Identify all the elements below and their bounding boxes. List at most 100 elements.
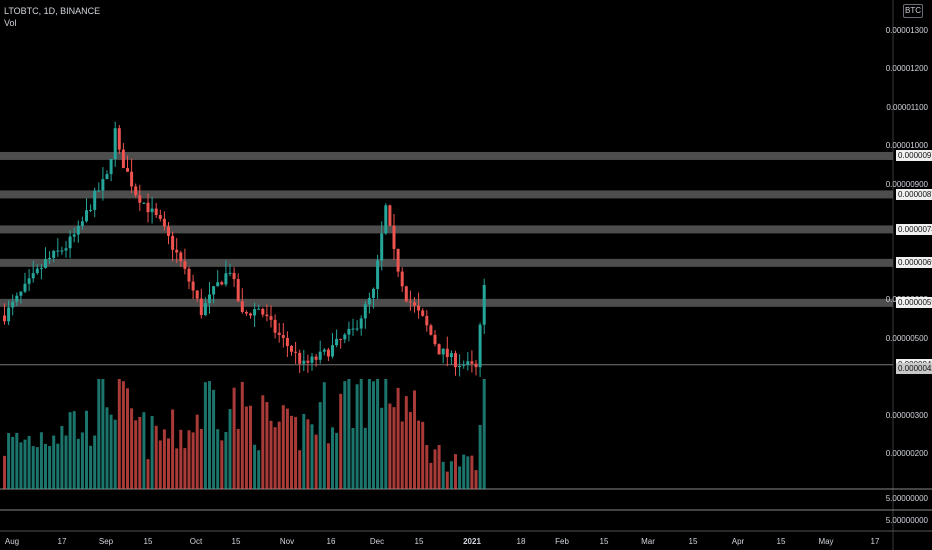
candle[interactable] xyxy=(195,290,199,302)
candle[interactable] xyxy=(203,297,207,316)
candle[interactable] xyxy=(343,332,347,344)
candle[interactable] xyxy=(441,348,445,364)
candle[interactable] xyxy=(470,350,474,373)
candle[interactable] xyxy=(478,322,482,377)
candle[interactable] xyxy=(326,347,330,362)
candle[interactable] xyxy=(466,352,470,371)
candle[interactable] xyxy=(85,198,88,223)
candle[interactable] xyxy=(388,204,392,227)
candle[interactable] xyxy=(249,312,252,319)
candle[interactable] xyxy=(417,292,421,319)
candle[interactable] xyxy=(171,231,175,262)
support-resistance-zone[interactable] xyxy=(0,258,893,267)
candle[interactable] xyxy=(154,202,158,218)
candle[interactable] xyxy=(191,274,195,300)
candle[interactable] xyxy=(109,158,113,182)
volume-indicator-label[interactable]: Vol xyxy=(4,18,17,28)
candle[interactable] xyxy=(224,260,228,287)
candle[interactable] xyxy=(285,331,289,358)
candle[interactable] xyxy=(310,352,314,371)
candle[interactable] xyxy=(19,290,23,304)
candle[interactable] xyxy=(318,340,322,364)
candle[interactable] xyxy=(408,290,412,311)
candle[interactable] xyxy=(150,196,154,224)
candle[interactable] xyxy=(187,266,191,290)
candle[interactable] xyxy=(449,350,453,365)
candle[interactable] xyxy=(474,359,478,376)
candle[interactable] xyxy=(269,305,273,328)
candle[interactable] xyxy=(60,246,64,255)
candle[interactable] xyxy=(376,254,380,299)
support-resistance-zone[interactable] xyxy=(0,151,893,160)
candle[interactable] xyxy=(216,270,220,287)
candle[interactable] xyxy=(35,264,39,275)
candle[interactable] xyxy=(396,248,400,278)
candle[interactable] xyxy=(281,323,285,348)
candle[interactable] xyxy=(253,302,257,327)
candle[interactable] xyxy=(179,250,183,268)
candle[interactable] xyxy=(314,354,318,367)
candle[interactable] xyxy=(331,333,334,359)
candle[interactable] xyxy=(454,350,457,376)
candle[interactable] xyxy=(298,349,302,373)
candle[interactable] xyxy=(244,310,248,316)
candle[interactable] xyxy=(167,221,170,245)
candle[interactable] xyxy=(413,297,416,313)
candle[interactable] xyxy=(359,315,363,336)
candle[interactable] xyxy=(437,343,441,355)
candle[interactable] xyxy=(392,213,396,260)
candle[interactable] xyxy=(183,248,187,275)
candle[interactable] xyxy=(72,227,76,243)
candle[interactable] xyxy=(232,267,236,287)
candle[interactable] xyxy=(458,354,462,377)
candle[interactable] xyxy=(39,263,43,280)
candle[interactable] xyxy=(162,211,166,231)
candle[interactable] xyxy=(294,341,298,364)
support-resistance-zone[interactable] xyxy=(0,190,893,199)
candle[interactable] xyxy=(277,322,281,343)
candle[interactable] xyxy=(482,278,486,334)
candle[interactable] xyxy=(355,320,359,332)
candle[interactable] xyxy=(265,304,269,322)
candle[interactable] xyxy=(11,294,15,316)
candle[interactable] xyxy=(363,301,367,329)
candle[interactable] xyxy=(126,155,129,172)
currency-button[interactable]: BTC xyxy=(903,4,923,18)
candle[interactable] xyxy=(7,300,11,326)
candle[interactable] xyxy=(101,167,105,201)
candle[interactable] xyxy=(52,250,56,263)
candle[interactable] xyxy=(3,303,6,325)
candle[interactable] xyxy=(23,272,27,294)
candle[interactable] xyxy=(89,204,93,213)
candle[interactable] xyxy=(421,308,425,317)
candle[interactable] xyxy=(15,292,19,307)
candle[interactable] xyxy=(130,158,134,193)
candle[interactable] xyxy=(93,187,97,218)
candle[interactable] xyxy=(228,263,232,277)
candle[interactable] xyxy=(290,344,293,356)
candle[interactable] xyxy=(380,221,384,271)
candle[interactable] xyxy=(273,314,277,339)
candle[interactable] xyxy=(117,125,121,154)
candle[interactable] xyxy=(31,260,35,283)
candle[interactable] xyxy=(68,230,72,259)
candle[interactable] xyxy=(138,184,142,211)
candle[interactable] xyxy=(322,348,326,356)
candle[interactable] xyxy=(76,220,80,243)
candle[interactable] xyxy=(429,323,433,336)
candle[interactable] xyxy=(142,202,146,205)
candle[interactable] xyxy=(212,285,216,304)
candle[interactable] xyxy=(462,360,466,369)
candle[interactable] xyxy=(347,321,351,342)
candle[interactable] xyxy=(48,251,52,264)
candle[interactable] xyxy=(208,282,211,314)
candle[interactable] xyxy=(146,193,150,223)
candle[interactable] xyxy=(134,183,138,198)
candle[interactable] xyxy=(367,292,371,314)
candle[interactable] xyxy=(339,338,343,349)
candle[interactable] xyxy=(158,209,162,222)
candle[interactable] xyxy=(56,238,60,257)
candle[interactable] xyxy=(220,280,224,286)
candle[interactable] xyxy=(445,336,449,367)
